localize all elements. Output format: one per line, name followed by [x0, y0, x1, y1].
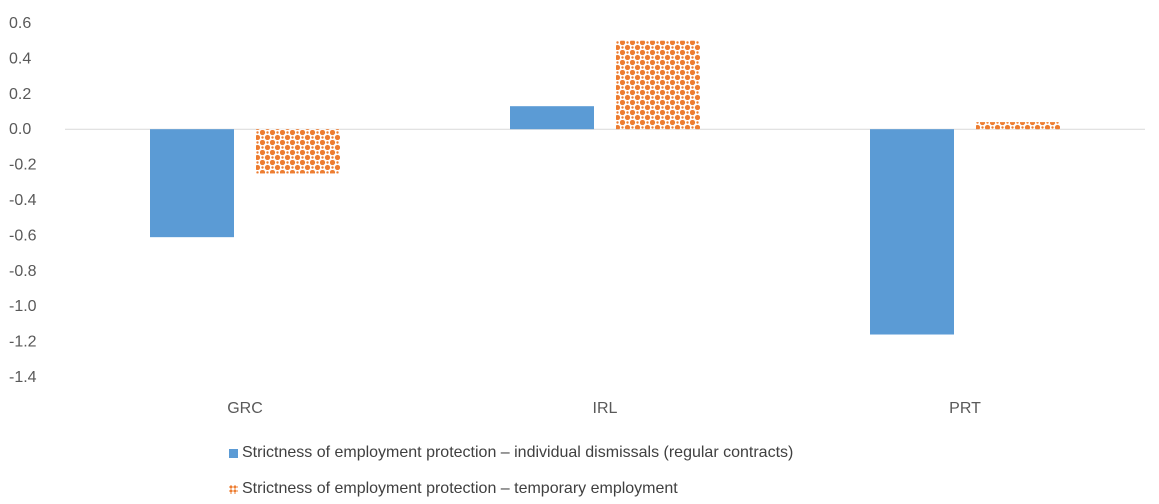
x-category-label: GRC	[227, 400, 263, 417]
legend-label-individual-dismissals: Strictness of employment protection – in…	[242, 444, 794, 461]
y-tick-label: 0.2	[9, 86, 31, 103]
bar-individual-dismissals-irl	[510, 106, 594, 130]
legend-item-individual-dismissals: Strictness of employment protection – in…	[229, 442, 793, 464]
legend-swatch-orange	[229, 484, 238, 494]
bar-temporary-employment-grc	[256, 129, 340, 174]
bar-individual-dismissals-grc	[150, 129, 234, 238]
legend: Strictness of employment protection – in…	[229, 442, 793, 500]
bar-individual-dismissals-prt	[870, 129, 954, 335]
legend-item-temporary-employment: Strictness of employment protection – te…	[229, 478, 793, 500]
y-tick-label: -1.4	[9, 369, 37, 386]
y-axis-ticks: 0.6 0.4 0.2 0.0 -0.2 -0.4 -0.6 -0.8 -1.0 -1.2 -1.4	[9, 15, 37, 386]
y-tick-label: 0.0	[9, 121, 31, 138]
y-tick-label: -0.8	[9, 263, 37, 280]
y-tick-label: -1.0	[9, 298, 37, 315]
legend-label-temporary-employment: Strictness of employment protection – te…	[242, 480, 678, 497]
y-tick-label: -0.6	[9, 227, 37, 244]
x-category-label: IRL	[593, 400, 618, 417]
x-category-label: PRT	[949, 400, 981, 417]
bar-temporary-employment-prt	[976, 122, 1060, 130]
y-tick-label: 0.6	[9, 15, 31, 32]
y-tick-label: 0.4	[9, 50, 31, 67]
bars	[150, 40, 1060, 335]
x-axis-categories: GRC IRL PRT	[227, 400, 981, 417]
legend-swatch-blue	[229, 448, 238, 458]
y-tick-label: -0.4	[9, 192, 37, 209]
bar-temporary-employment-irl	[616, 40, 700, 130]
y-tick-label: -1.2	[9, 334, 37, 351]
y-tick-label: -0.2	[9, 157, 37, 174]
